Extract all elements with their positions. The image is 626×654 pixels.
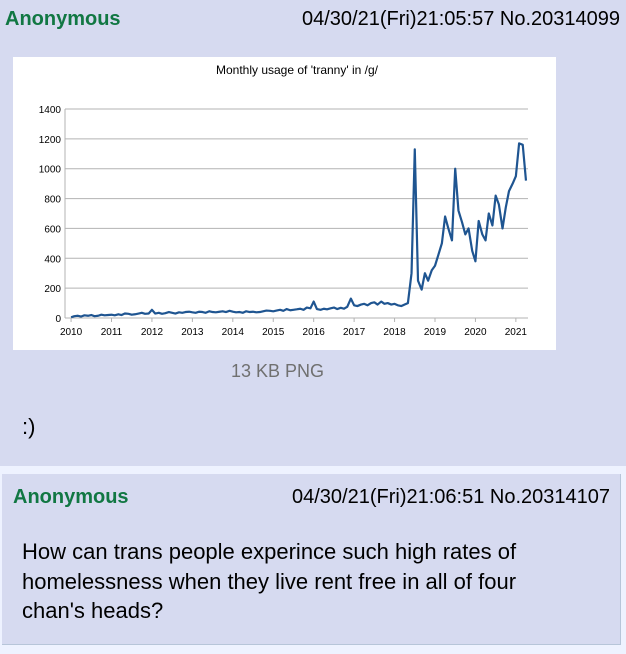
chart-background bbox=[13, 57, 556, 350]
post: Anonymous 04/30/21(Fri)21:05:57 No.20314… bbox=[0, 0, 626, 466]
y-tick-label: 1200 bbox=[39, 135, 62, 146]
post-info: 04/30/21(Fri)21:06:51 No.20314107 bbox=[292, 486, 610, 509]
post-number[interactable]: No.20314099 bbox=[499, 8, 620, 30]
x-tick-label: 2016 bbox=[303, 327, 326, 338]
y-tick-label: 800 bbox=[44, 195, 61, 206]
comment-line: chan's heads? bbox=[22, 598, 164, 623]
x-tick-label: 2021 bbox=[505, 327, 528, 338]
data-line bbox=[70, 142, 528, 319]
post-datetime: 04/30/21(Fri)21:06:51 bbox=[291, 486, 485, 508]
x-tick-label: 2013 bbox=[181, 327, 204, 338]
x-tick-label: 2020 bbox=[464, 327, 487, 338]
post-number[interactable]: No.20314107 bbox=[489, 486, 610, 508]
y-tick-label: 400 bbox=[44, 254, 61, 265]
x-tick-label: 2015 bbox=[262, 327, 285, 338]
comment: :) bbox=[22, 414, 36, 439]
comment-line: homelessness when they live rent free in… bbox=[22, 568, 517, 594]
y-tick-label: 1000 bbox=[39, 165, 62, 176]
y-tick-label: 200 bbox=[44, 284, 61, 295]
comment-line: How can trans people experince such high… bbox=[22, 539, 517, 564]
x-tick-label: 2012 bbox=[141, 327, 164, 338]
post-datetime: 04/30/21(Fri)21:05:57 bbox=[301, 8, 495, 30]
y-tick-label: 1400 bbox=[39, 105, 62, 116]
x-tick-label: 2019 bbox=[424, 327, 447, 338]
file-info: 13 KB PNG bbox=[231, 361, 325, 381]
poster-name: Anonymous bbox=[5, 8, 121, 30]
x-tick-label: 2017 bbox=[343, 327, 366, 338]
chart-image[interactable]: Monthly usage of 'tranny' in /g/0 200 400 6… bbox=[13, 57, 556, 350]
y-tick-label: 600 bbox=[44, 224, 61, 235]
x-tick-label: 2018 bbox=[383, 327, 406, 338]
post-info: 04/30/21(Fri)21:05:57 No.20314099 bbox=[302, 8, 620, 31]
poster-name: Anonymous bbox=[13, 486, 129, 508]
post: Anonymous 04/30/21(Fri)21:06:51 No.20314… bbox=[2, 474, 621, 645]
comment: How can trans people experince such high… bbox=[22, 537, 516, 626]
x-tick-label: 2011 bbox=[101, 327, 123, 338]
x-tick-label: 2010 bbox=[60, 327, 83, 338]
chart-title: Monthly usage of 'tranny' in /g/ bbox=[216, 63, 379, 77]
y-tick-label: 0 bbox=[55, 314, 61, 325]
x-tick-label: 2014 bbox=[222, 327, 245, 338]
